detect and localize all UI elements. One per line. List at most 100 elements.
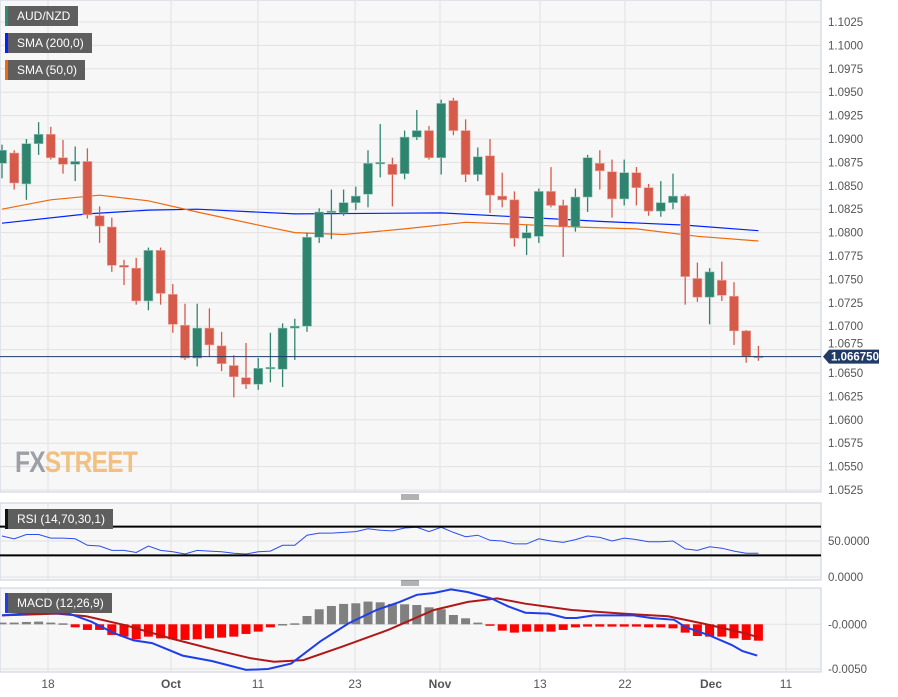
candle[interactable] <box>729 282 739 345</box>
candle[interactable] <box>387 157 398 207</box>
candle[interactable] <box>704 268 715 325</box>
candle[interactable] <box>0 144 7 179</box>
date-axis-label: Nov <box>429 677 452 691</box>
candle-body <box>94 215 105 227</box>
macd-histogram-bar <box>278 624 288 626</box>
candle[interactable] <box>533 188 544 243</box>
candle[interactable] <box>168 284 178 333</box>
legend-symbol[interactable]: AUD/NZD <box>5 6 79 26</box>
macd-histogram-bar <box>229 624 239 637</box>
macd-histogram-bar <box>326 605 336 625</box>
candle[interactable] <box>229 355 239 398</box>
macd-histogram-bar <box>192 624 202 640</box>
candle[interactable] <box>460 119 471 183</box>
legend-sma50[interactable]: SMA (50,0) <box>5 60 86 80</box>
legend-macd-label: MACD (12,26,9) <box>17 596 104 610</box>
date-axis-label: 11 <box>252 677 265 691</box>
candle[interactable] <box>350 186 361 211</box>
candle[interactable] <box>668 173 678 210</box>
price-axis-label: 1.0725 <box>828 298 863 310</box>
macd-histogram-bar <box>143 624 153 637</box>
candle[interactable] <box>509 191 520 247</box>
candle[interactable] <box>375 124 386 178</box>
candle[interactable] <box>131 257 141 305</box>
candle[interactable] <box>436 99 447 175</box>
candle[interactable] <box>363 150 373 208</box>
candle[interactable] <box>424 125 434 160</box>
candle[interactable] <box>21 139 32 200</box>
candle[interactable] <box>619 159 630 206</box>
candle[interactable] <box>192 303 202 367</box>
candle[interactable] <box>411 109 422 140</box>
macd-histogram-bar <box>302 615 312 625</box>
candle[interactable] <box>241 343 251 389</box>
candle[interactable] <box>338 189 349 216</box>
candle[interactable] <box>107 217 117 272</box>
candle[interactable] <box>265 332 276 383</box>
candle[interactable] <box>82 148 93 219</box>
candle[interactable] <box>253 358 263 390</box>
candle[interactable] <box>70 146 80 182</box>
candle[interactable] <box>143 247 154 311</box>
legend-sma200[interactable]: SMA (200,0) <box>5 33 92 53</box>
candle-body <box>509 199 520 239</box>
candle[interactable] <box>546 167 556 208</box>
candle[interactable] <box>521 225 532 256</box>
candle[interactable] <box>582 154 593 213</box>
price-axis-label: 1.0950 <box>828 87 863 99</box>
macd-histogram-bar <box>375 602 385 625</box>
candle-body <box>9 152 19 184</box>
candle[interactable] <box>45 126 56 160</box>
candle[interactable] <box>485 139 495 213</box>
candle[interactable] <box>9 150 19 190</box>
candle[interactable] <box>692 262 703 302</box>
candle[interactable] <box>448 97 459 136</box>
candle-body <box>729 295 739 332</box>
current-price-tag <box>823 349 879 364</box>
candle[interactable] <box>643 183 654 216</box>
candle[interactable] <box>302 232 312 332</box>
candle[interactable] <box>33 122 44 155</box>
fxstreet-logo: FXSTREET <box>15 446 138 480</box>
candle[interactable] <box>631 167 642 206</box>
candle[interactable] <box>558 199 569 257</box>
candle[interactable] <box>594 150 605 190</box>
candle[interactable] <box>277 323 288 388</box>
candle-body <box>168 294 178 325</box>
candle[interactable] <box>216 331 227 372</box>
candle-body <box>314 211 325 238</box>
candle-body <box>594 163 605 172</box>
candle[interactable] <box>180 303 190 360</box>
macd-signal-line <box>1 597 758 663</box>
panel-resize-handle[interactable] <box>401 494 419 500</box>
candle[interactable] <box>607 159 617 218</box>
candle[interactable] <box>314 208 325 243</box>
price-axis-label: 1.0650 <box>828 368 863 380</box>
candle[interactable] <box>58 139 68 174</box>
candle-body <box>119 265 129 268</box>
candle[interactable] <box>497 172 508 208</box>
candle[interactable] <box>399 130 410 180</box>
candle[interactable] <box>680 194 691 305</box>
candle[interactable] <box>472 147 483 182</box>
candle[interactable] <box>655 181 666 217</box>
candle[interactable] <box>119 259 129 286</box>
macd-histogram-bar <box>351 603 361 625</box>
panel-price <box>0 0 822 493</box>
candle[interactable] <box>94 206 105 243</box>
candle[interactable] <box>716 261 727 301</box>
candle[interactable] <box>155 247 166 305</box>
date-axis-label: Oct <box>161 677 181 691</box>
candle[interactable] <box>289 318 300 360</box>
macd-histogram-bar <box>680 624 690 633</box>
legend-rsi[interactable]: RSI (14,70,30,1) <box>5 509 114 529</box>
candle-body <box>82 161 93 216</box>
logo-street: STREET <box>44 446 138 479</box>
candle[interactable] <box>570 188 581 232</box>
candle[interactable] <box>204 308 215 358</box>
candle[interactable] <box>326 189 337 240</box>
panel-resize-handle[interactable] <box>401 580 419 586</box>
candle-body <box>546 191 556 206</box>
legend-macd[interactable]: MACD (12,26,9) <box>5 593 112 613</box>
